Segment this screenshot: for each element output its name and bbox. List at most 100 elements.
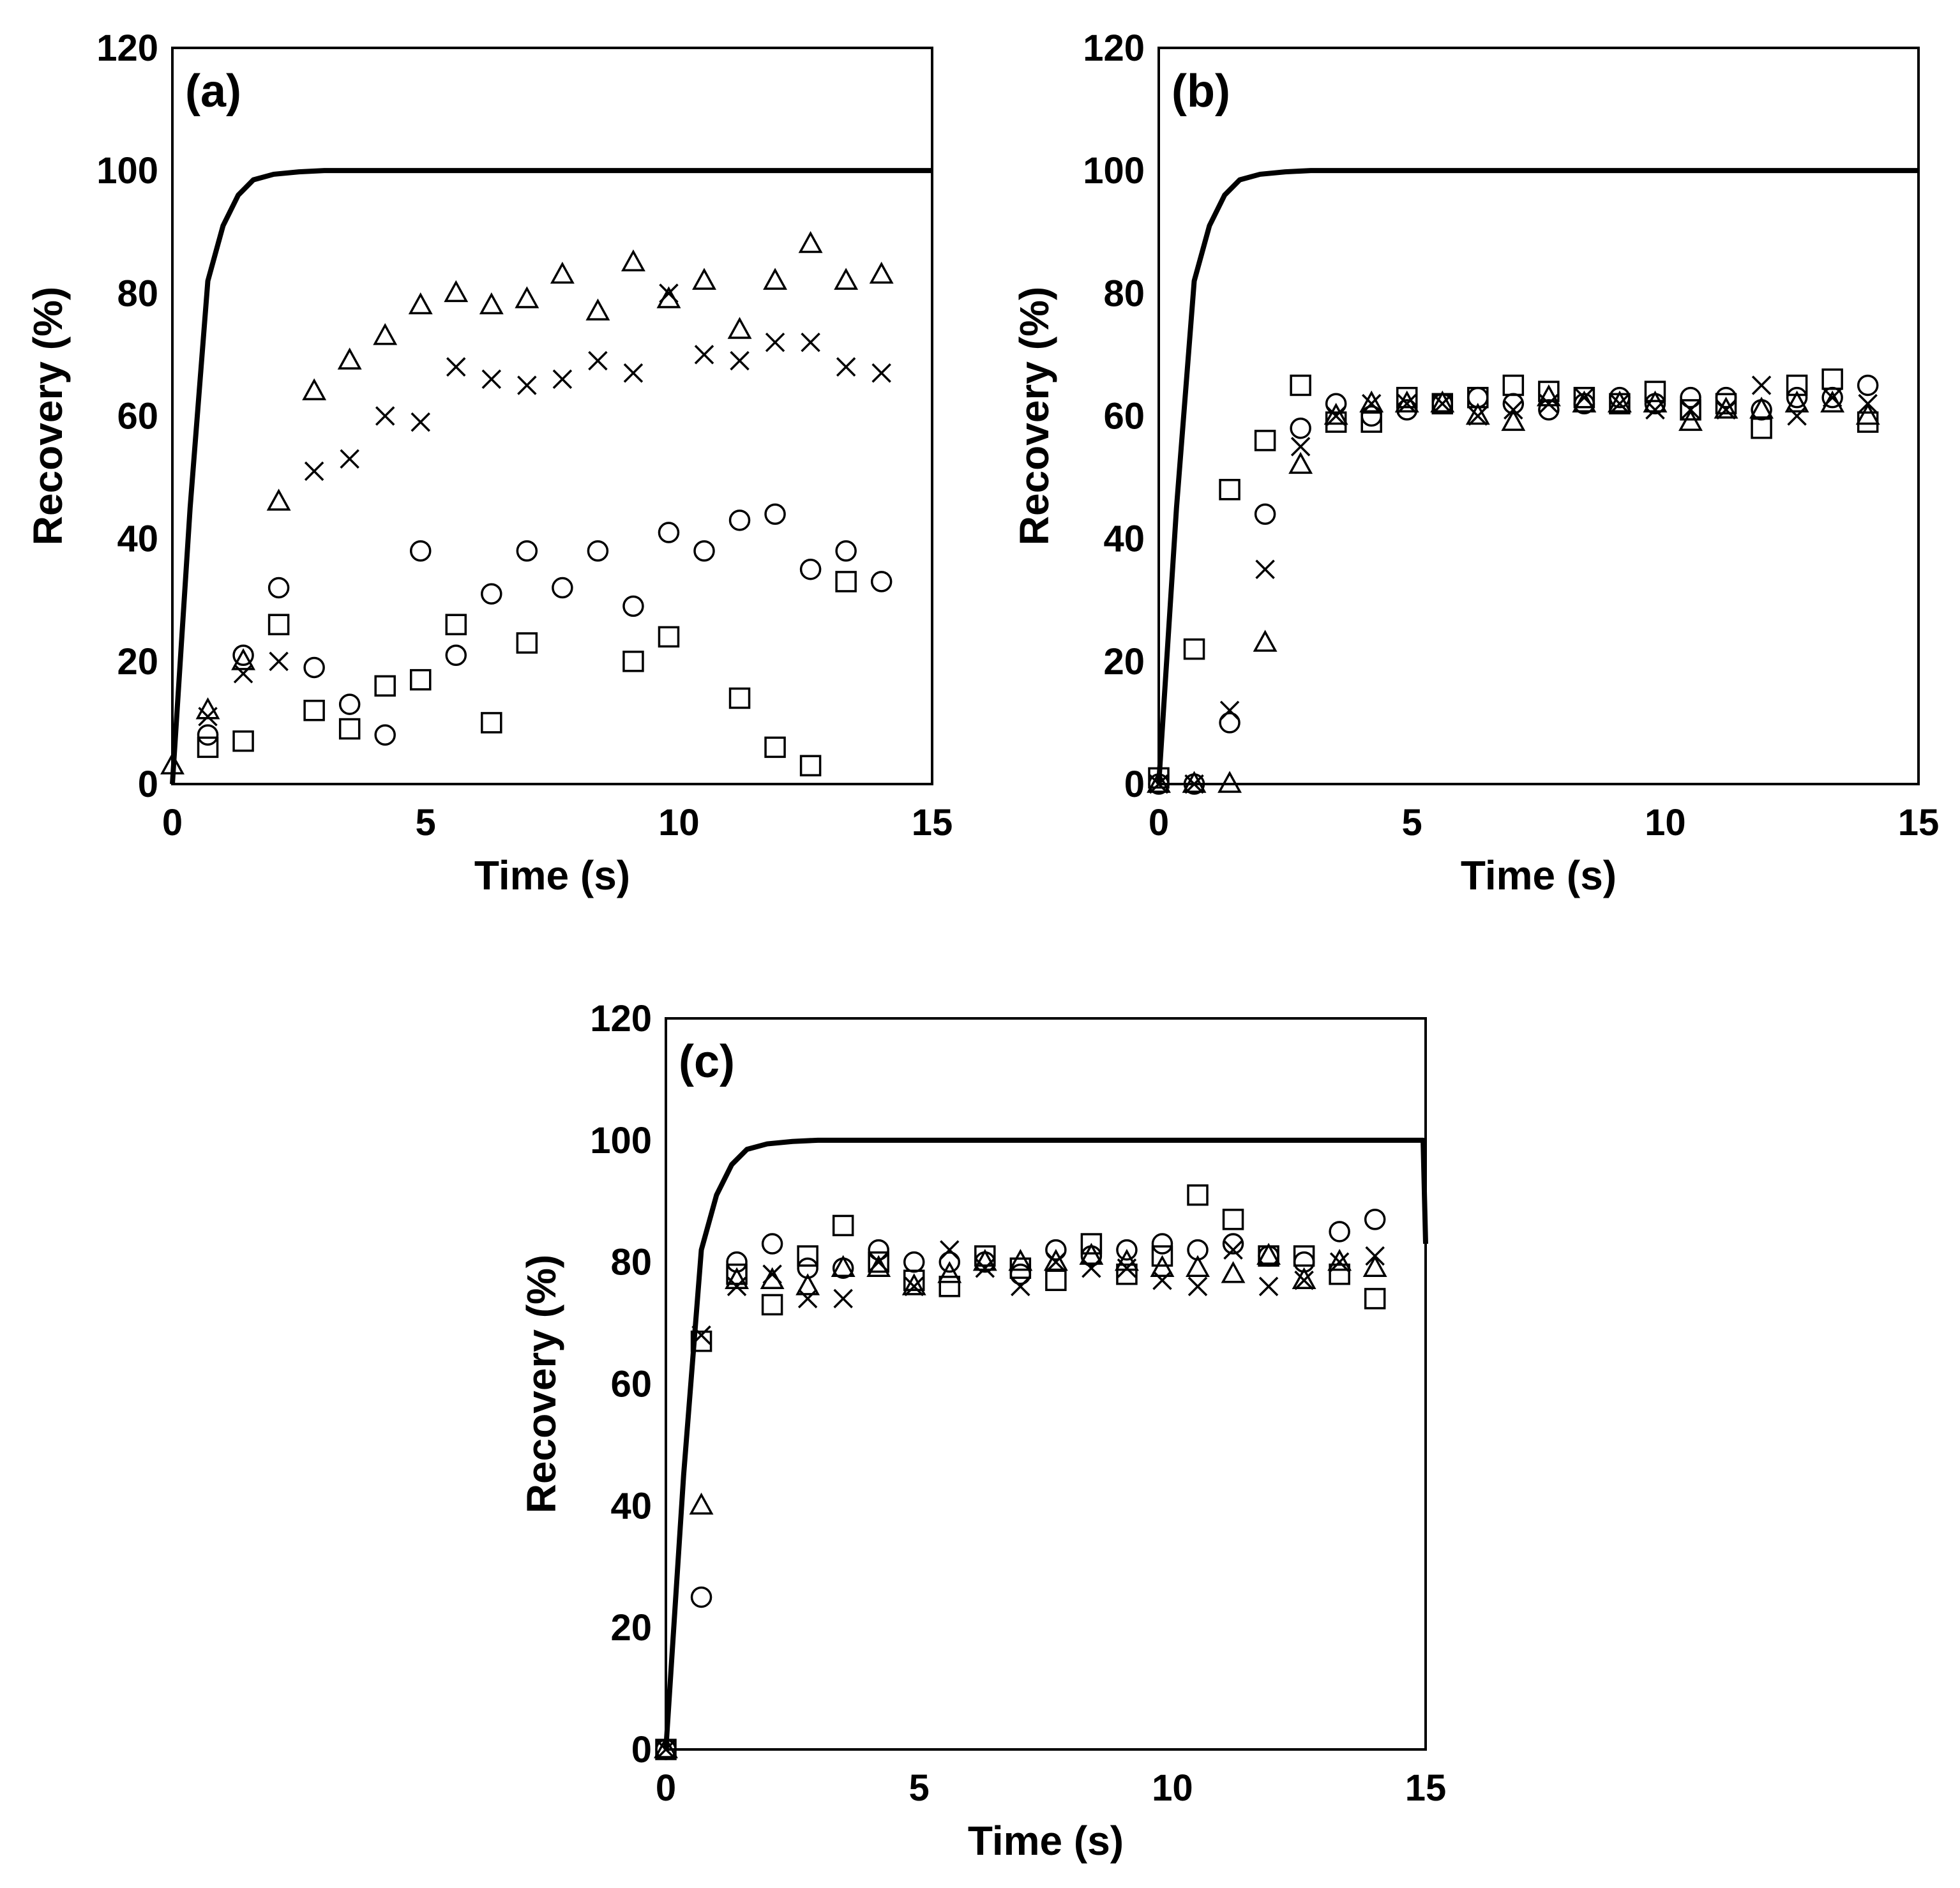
triangle-point [1253, 630, 1278, 652]
square-point [728, 687, 751, 709]
triangle-point [585, 298, 610, 321]
circle-point [870, 571, 893, 593]
circle-point [726, 1251, 748, 1273]
circle-point [1364, 1209, 1386, 1230]
circle-point [1009, 1264, 1032, 1285]
square-point [1325, 411, 1347, 433]
triangle-point [1008, 1249, 1033, 1271]
square-point [1254, 430, 1276, 451]
cross-point [198, 707, 218, 727]
x-tick-label: 15 [1405, 1767, 1447, 1809]
circle-point [728, 510, 751, 531]
triangle-point [1256, 1242, 1281, 1265]
triangle-point [834, 268, 859, 290]
triangle-point [1182, 771, 1207, 793]
y-tick-label: 60 [610, 1364, 652, 1405]
circle-point [1151, 1233, 1173, 1255]
x-tick-label: 5 [909, 1767, 930, 1809]
y-tick-label: 0 [138, 764, 158, 805]
panel-label: (a) [185, 66, 241, 117]
square-point [1431, 393, 1454, 415]
square-point [799, 755, 822, 776]
y-tick-label: 40 [610, 1485, 652, 1527]
square-point [761, 1294, 783, 1316]
square-point [409, 668, 432, 691]
circle-point [799, 558, 822, 580]
triangle-point [1288, 451, 1313, 474]
triangle-point [550, 261, 575, 284]
triangle-point [692, 268, 716, 290]
triangle-point [869, 261, 894, 284]
cross-point [1117, 1258, 1137, 1278]
cross-point [727, 1276, 747, 1297]
x-tick-label: 10 [1645, 802, 1686, 843]
square-point [268, 614, 290, 635]
triangle-point [1784, 390, 1809, 413]
square-point [1751, 417, 1772, 439]
cross-point [836, 357, 856, 377]
triangle-point [654, 1736, 678, 1758]
cross-point [1574, 388, 1594, 407]
y-axis-title: Recovery (%) [518, 1255, 564, 1514]
triangle-point [1292, 1267, 1316, 1290]
cross-point [1858, 394, 1878, 414]
cross-point [552, 369, 573, 389]
circle-point [1857, 374, 1879, 396]
square-point [1290, 374, 1311, 396]
triangle-point [266, 488, 291, 511]
x-tick-label: 10 [1152, 1767, 1193, 1809]
square-point [1715, 393, 1737, 415]
triangle-point [408, 292, 433, 315]
y-axis-title: Recovery (%) [25, 287, 71, 546]
triangle-point [1147, 771, 1171, 793]
y-tick-label: 100 [96, 150, 158, 192]
square-point [1080, 1233, 1103, 1255]
square-point [516, 632, 538, 654]
circle-point [1187, 1239, 1209, 1261]
cross-point [833, 1288, 853, 1309]
circle-point [658, 522, 680, 543]
triangle-point [373, 322, 398, 345]
cross-point [1255, 559, 1275, 579]
x-axis-title: Time (s) [968, 1818, 1124, 1864]
square-point [303, 699, 325, 721]
square-point [1183, 638, 1205, 660]
y-tick-label: 80 [1103, 273, 1145, 314]
square-point [1045, 1269, 1067, 1292]
cross-point [1258, 1276, 1279, 1297]
cross-point [340, 449, 359, 469]
y-tick-label: 20 [1103, 641, 1145, 683]
square-point [658, 626, 680, 648]
triangle-point [901, 1273, 926, 1295]
circle-point [516, 540, 538, 562]
x-tick-label: 5 [416, 802, 436, 843]
square-point [1116, 1264, 1138, 1285]
square-point [1258, 1245, 1279, 1267]
cross-point [1223, 1240, 1243, 1260]
x-tick-label: 5 [1402, 802, 1422, 843]
square-point [1502, 374, 1525, 396]
triangle-point [1855, 402, 1880, 425]
triangle-point [1607, 390, 1632, 413]
circle-point [338, 693, 361, 715]
x-axis-title: Time (s) [474, 852, 630, 898]
y-tick-label: 60 [117, 396, 158, 437]
circle-point [832, 1257, 854, 1279]
circle-point [197, 724, 219, 746]
circle-point [1183, 773, 1205, 795]
series-triangle [1147, 384, 1880, 793]
cross-point [904, 1276, 924, 1297]
circle-point [693, 540, 715, 562]
square-point [835, 571, 857, 593]
square-point [726, 1264, 748, 1285]
cross-point [694, 345, 714, 365]
panel-label: (b) [1172, 66, 1230, 117]
circle-point [1080, 1245, 1103, 1267]
circle-point [445, 644, 467, 666]
square-point [1644, 381, 1666, 402]
square-point [903, 1269, 925, 1292]
cross-point [304, 461, 324, 481]
cross-point [1822, 388, 1843, 407]
triangle-point [937, 1261, 962, 1283]
cross-point [1184, 774, 1204, 794]
